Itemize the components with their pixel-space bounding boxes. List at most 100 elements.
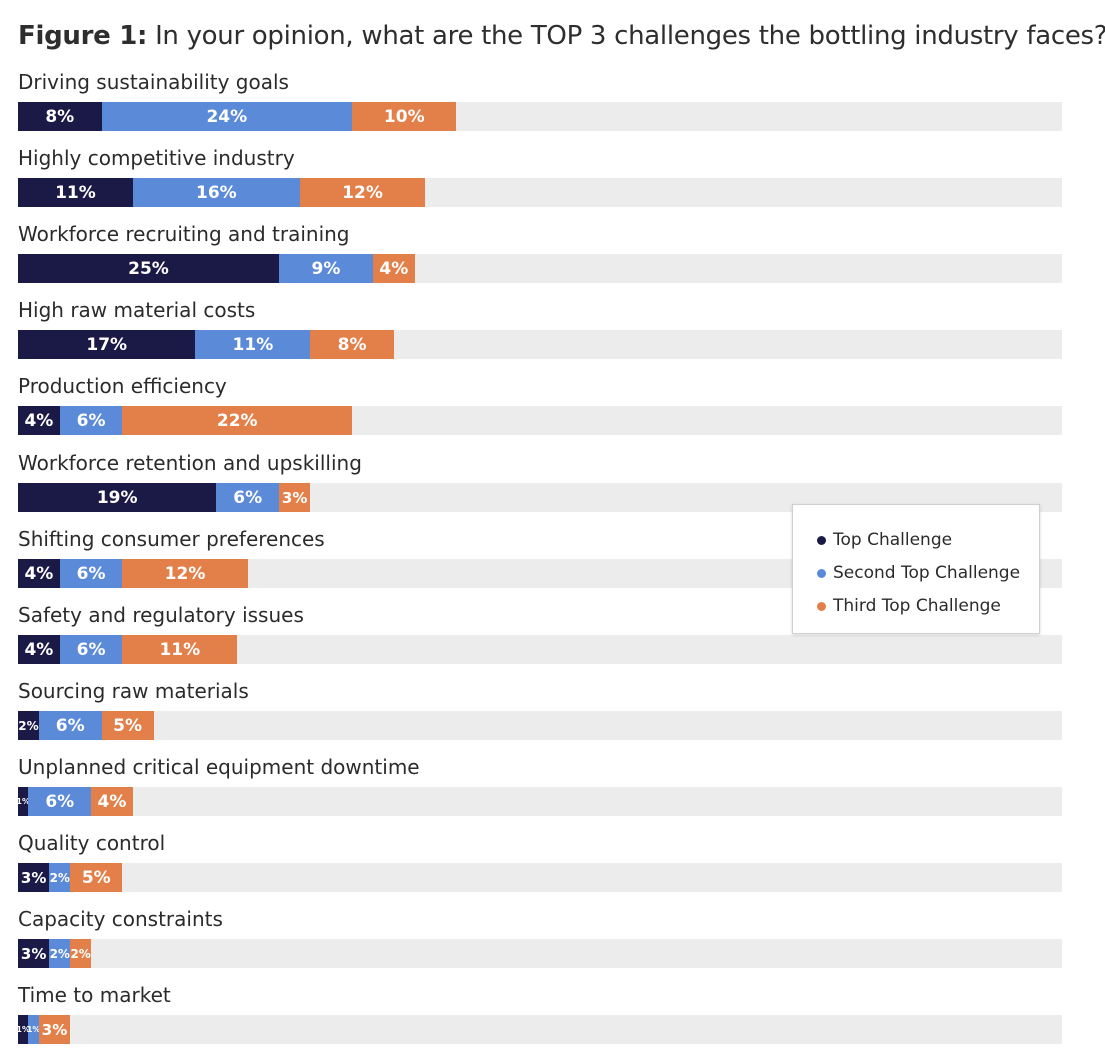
data-label-highly-competitive-industry-top-challenge: 11% <box>55 182 96 203</box>
category-label-production-efficiency: Production efficiency <box>18 374 227 398</box>
bar-segment-workforce-retention-and-upskilling-second-top-challenge: 6% <box>216 483 279 512</box>
bar-segment-workforce-recruiting-and-training-second-top-challenge: 9% <box>279 254 373 283</box>
data-label-time-to-market-third-top-challenge: 3% <box>41 1020 68 1039</box>
bar-track-highly-competitive-industry: 11% 16% 12% <box>18 178 1062 207</box>
data-label-workforce-recruiting-and-training-top-challenge: 25% <box>128 258 169 279</box>
data-label-workforce-recruiting-and-training-third-top-challenge: 4% <box>379 258 409 279</box>
bar-segment-unplanned-critical-equipment-downtime-third-top-challenge: 4% <box>91 787 133 816</box>
data-label-time-to-market-second-top-challenge: 1% <box>28 1025 38 1034</box>
data-label-unplanned-critical-equipment-downtime-third-top-challenge: 4% <box>97 791 127 812</box>
data-label-production-efficiency-second-top-challenge: 6% <box>76 410 106 431</box>
data-label-shifting-consumer-preferences-third-top-challenge: 12% <box>164 563 206 584</box>
category-label-sourcing-raw-materials: Sourcing raw materials <box>18 679 249 703</box>
bar-segment-unplanned-critical-equipment-downtime-second-top-challenge: 6% <box>28 787 92 816</box>
bar-track-production-efficiency: 4% 6% 22% <box>18 406 1062 435</box>
bar-segment-highly-competitive-industry-second-top-challenge: 16% <box>132 178 300 207</box>
category-label-quality-control: Quality control <box>18 831 166 855</box>
bar-segment-highly-competitive-industry-third-top-challenge: 12% <box>299 178 426 207</box>
data-label-production-efficiency-top-challenge: 4% <box>24 410 54 431</box>
chart-title-text: In your opinion, what are the TOP 3 chal… <box>155 21 1105 51</box>
chart-title-prefix: Figure 1: <box>18 21 148 51</box>
data-label-unplanned-critical-equipment-downtime-second-top-challenge: 6% <box>45 791 75 812</box>
legend-dot-second-top-challenge <box>817 568 826 578</box>
legend-label-second-top-challenge: Second Top Challenge <box>833 563 1021 583</box>
bar-segment-safety-and-regulatory-issues-top-challenge: 4% <box>18 635 60 664</box>
data-label-safety-and-regulatory-issues-third-top-challenge: 11% <box>159 639 201 660</box>
bar-segment-driving-sustainability-goals-top-challenge: 8% <box>18 102 102 131</box>
data-label-workforce-recruiting-and-training-second-top-challenge: 9% <box>311 258 341 279</box>
legend-item-top-challenge: Top Challenge <box>817 529 952 551</box>
data-label-quality-control-third-top-challenge: 5% <box>81 867 111 888</box>
bar-segment-capacity-constraints-second-top-challenge: 2% <box>49 939 71 968</box>
data-label-time-to-market-top-challenge: 1% <box>18 1025 28 1034</box>
data-label-safety-and-regulatory-issues-second-top-challenge: 6% <box>76 639 106 660</box>
data-label-safety-and-regulatory-issues-top-challenge: 4% <box>24 639 54 660</box>
bar-segment-highly-competitive-industry-top-challenge: 11% <box>18 178 133 207</box>
data-label-sourcing-raw-materials-top-challenge: 2% <box>18 718 39 733</box>
bar-track-high-raw-material-costs: 17% 11% 8% <box>18 330 1062 359</box>
bar-track-capacity-constraints: 3% 2% 2% <box>18 939 1062 968</box>
data-label-quality-control-top-challenge: 3% <box>20 868 47 887</box>
bar-segment-high-raw-material-costs-top-challenge: 17% <box>18 330 196 359</box>
bar-segment-high-raw-material-costs-second-top-challenge: 11% <box>195 330 311 359</box>
bar-segment-workforce-recruiting-and-training-top-challenge: 25% <box>18 254 279 283</box>
legend-dot-third-top-challenge <box>817 601 826 611</box>
data-label-sourcing-raw-materials-third-top-challenge: 5% <box>113 715 143 736</box>
legend-dot-top-challenge <box>817 535 826 545</box>
bar-segment-shifting-consumer-preferences-third-top-challenge: 12% <box>122 559 248 588</box>
category-label-workforce-recruiting-and-training: Workforce recruiting and training <box>18 222 350 246</box>
category-label-capacity-constraints: Capacity constraints <box>18 907 223 931</box>
data-label-driving-sustainability-goals-top-challenge: 8% <box>45 106 75 127</box>
bar-segment-workforce-recruiting-and-training-third-top-challenge: 4% <box>372 254 415 283</box>
bar-track-driving-sustainability-goals: 8% 24% 10% <box>18 102 1062 131</box>
chart-legend: Top Challenge Second Top Challenge Third… <box>792 504 1040 634</box>
data-label-driving-sustainability-goals-third-top-challenge: 10% <box>383 106 425 127</box>
bar-segment-driving-sustainability-goals-second-top-challenge: 24% <box>101 102 353 131</box>
category-label-time-to-market: Time to market <box>18 983 171 1007</box>
bar-segment-driving-sustainability-goals-third-top-challenge: 10% <box>352 102 457 131</box>
legend-item-second-top-challenge: Second Top Challenge <box>817 562 1020 584</box>
data-label-highly-competitive-industry-third-top-challenge: 12% <box>342 182 383 203</box>
data-label-shifting-consumer-preferences-second-top-challenge: 6% <box>76 563 106 584</box>
data-label-workforce-retention-and-upskilling-second-top-challenge: 6% <box>233 487 263 508</box>
data-label-high-raw-material-costs-top-challenge: 17% <box>86 334 128 355</box>
bar-segment-safety-and-regulatory-issues-third-top-challenge: 11% <box>122 635 238 664</box>
bar-segment-safety-and-regulatory-issues-second-top-challenge: 6% <box>59 635 123 664</box>
legend-label-top-challenge: Top Challenge <box>833 530 953 550</box>
bar-segment-production-efficiency-top-challenge: 4% <box>18 406 60 435</box>
bar-segment-production-efficiency-third-top-challenge: 22% <box>122 406 353 435</box>
bar-track-workforce-recruiting-and-training: 25% 9% 4% <box>18 254 1062 283</box>
data-label-highly-competitive-industry-second-top-challenge: 16% <box>195 182 237 203</box>
legend-item-third-top-challenge: Third Top Challenge <box>817 595 1001 617</box>
bar-segment-sourcing-raw-materials-third-top-challenge: 5% <box>101 711 154 740</box>
category-label-highly-competitive-industry: Highly competitive industry <box>18 146 295 170</box>
bar-segment-capacity-constraints-third-top-challenge: 2% <box>70 939 92 968</box>
bar-segment-shifting-consumer-preferences-top-challenge: 4% <box>18 559 60 588</box>
category-label-safety-and-regulatory-issues: Safety and regulatory issues <box>18 603 304 627</box>
data-label-capacity-constraints-third-top-challenge: 2% <box>70 946 91 961</box>
data-label-unplanned-critical-equipment-downtime-top-challenge: 1% <box>18 797 28 806</box>
legend-label-third-top-challenge: Third Top Challenge <box>833 596 1001 616</box>
bar-segment-capacity-constraints-top-challenge: 3% <box>18 939 50 968</box>
bar-segment-sourcing-raw-materials-second-top-challenge: 6% <box>38 711 102 740</box>
data-label-workforce-retention-and-upskilling-third-top-challenge: 3% <box>281 488 308 507</box>
data-label-workforce-retention-and-upskilling-top-challenge: 19% <box>96 487 138 508</box>
bar-segment-workforce-retention-and-upskilling-top-challenge: 19% <box>18 483 217 512</box>
bar-segment-time-to-market-third-top-challenge: 3% <box>38 1015 71 1044</box>
data-label-capacity-constraints-second-top-challenge: 2% <box>49 946 70 961</box>
data-label-high-raw-material-costs-second-top-challenge: 11% <box>232 334 274 355</box>
bar-segment-time-to-market-second-top-challenge: 1% <box>28 1015 39 1044</box>
bar-segment-production-efficiency-second-top-challenge: 6% <box>59 406 123 435</box>
bar-track-time-to-market: 1%1%3% <box>18 1015 1062 1044</box>
category-label-workforce-retention-and-upskilling: Workforce retention and upskilling <box>18 451 362 475</box>
bar-segment-quality-control-third-top-challenge: 5% <box>70 863 123 892</box>
bar-segment-quality-control-top-challenge: 3% <box>18 863 50 892</box>
bar-segment-sourcing-raw-materials-top-challenge: 2% <box>18 711 39 740</box>
category-label-unplanned-critical-equipment-downtime: Unplanned critical equipment downtime <box>18 755 420 779</box>
category-label-driving-sustainability-goals: Driving sustainability goals <box>18 70 289 94</box>
bar-segment-shifting-consumer-preferences-second-top-challenge: 6% <box>59 559 123 588</box>
bar-track-safety-and-regulatory-issues: 4% 6% 11% <box>18 635 1062 664</box>
bar-track-quality-control: 3% 2% 5% <box>18 863 1062 892</box>
data-label-shifting-consumer-preferences-top-challenge: 4% <box>24 563 54 584</box>
